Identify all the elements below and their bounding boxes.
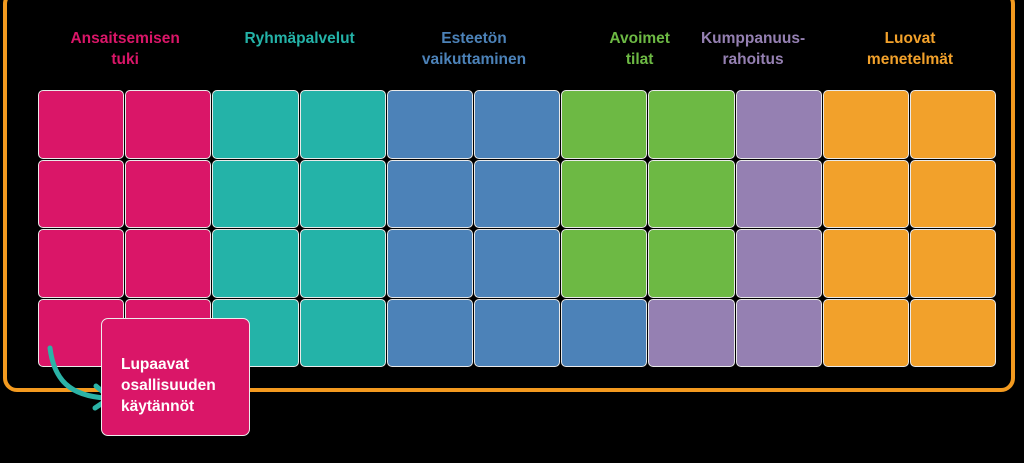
grid-cell (125, 229, 212, 298)
category-header: Luovat menetelmät (866, 30, 954, 68)
grid-cell (648, 90, 735, 159)
grid-cell (735, 298, 822, 367)
grid-cell (910, 229, 997, 298)
callout-text: Lupaavat osallisuuden käytännöt (121, 356, 216, 415)
orange-frame (3, 0, 1015, 392)
grid-cell (561, 298, 648, 367)
grid-cell (910, 298, 997, 367)
category-header: Ryhmäpalvelut (244, 30, 355, 47)
grid-cell (386, 229, 473, 298)
grid-cell (125, 159, 212, 228)
grid-cell (386, 298, 473, 367)
grid-cell (822, 90, 909, 159)
grid-cell (822, 298, 909, 367)
grid-cell (212, 90, 299, 159)
grid-cell (474, 159, 561, 228)
grid-cell (299, 159, 386, 228)
grid-cell (212, 229, 299, 298)
grid-cell (38, 229, 125, 298)
grid-cell (38, 159, 125, 228)
grid-cell (735, 229, 822, 298)
grid-cell (38, 90, 125, 159)
grid-cell (561, 90, 648, 159)
grid-cell (474, 298, 561, 367)
grid-cell (822, 229, 909, 298)
grid-cell (735, 159, 822, 228)
grid-cell (125, 90, 212, 159)
grid-cell (648, 229, 735, 298)
grid-cell (910, 159, 997, 228)
grid-cell (648, 298, 735, 367)
category-header: Esteetön vaikuttaminen (421, 30, 527, 68)
grid-cell (910, 90, 997, 159)
grid-cell (474, 229, 561, 298)
category-header: Kumppanuus- rahoitus (700, 30, 806, 68)
category-header: Ansaitsemisen tuki (70, 30, 180, 68)
grid-cell (561, 159, 648, 228)
callout-box: Lupaavat osallisuuden käytännöt (101, 318, 250, 436)
grid-cell (561, 229, 648, 298)
grid-cell (735, 90, 822, 159)
grid-cell (299, 298, 386, 367)
grid-cell (386, 90, 473, 159)
grid-cell (212, 159, 299, 228)
practice-grid (38, 90, 997, 368)
grid-cell (299, 90, 386, 159)
grid-cell (822, 159, 909, 228)
grid-cell (299, 229, 386, 298)
grid-cell (648, 159, 735, 228)
category-header: Avoimet tilat (609, 30, 670, 68)
grid-cell (386, 159, 473, 228)
grid-cell (474, 90, 561, 159)
